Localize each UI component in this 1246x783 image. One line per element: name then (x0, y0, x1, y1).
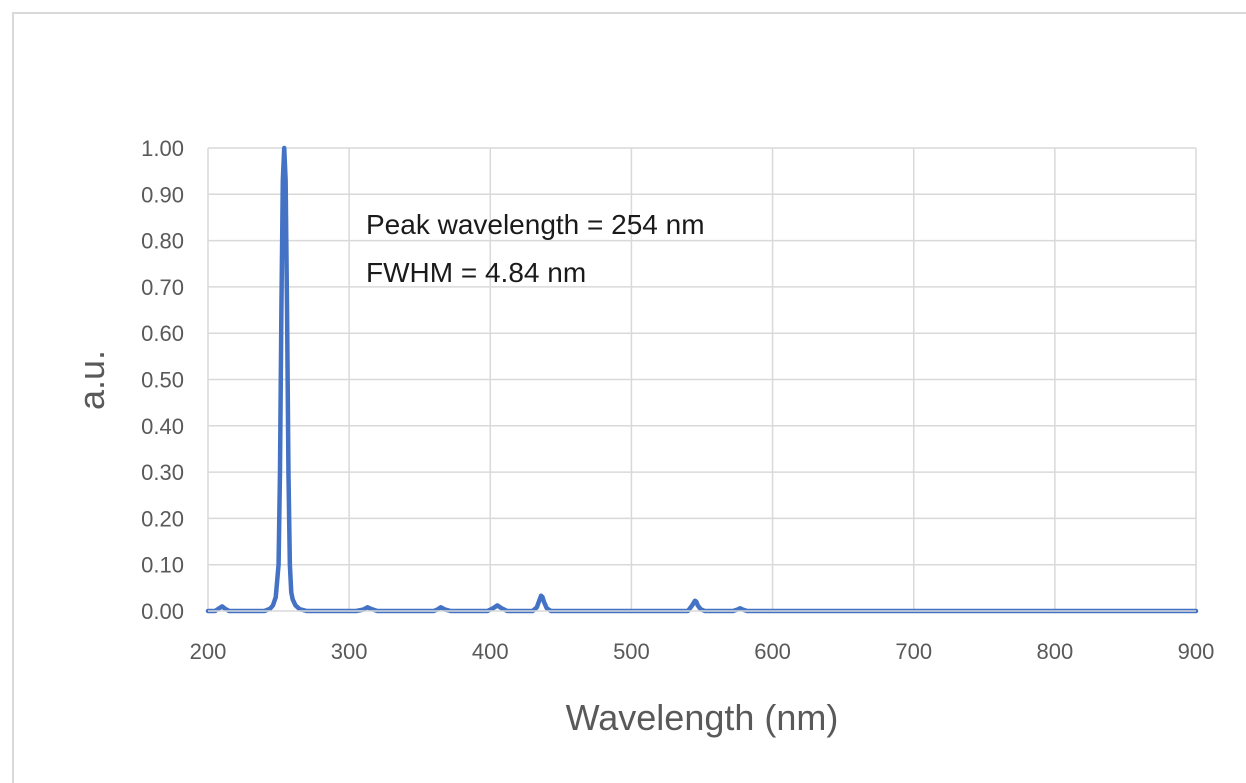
y-tick-label: 0.90 (141, 182, 184, 207)
x-tick-label: 200 (190, 639, 227, 664)
x-axis-title: Wavelength (nm) (566, 697, 839, 738)
y-axis-title: a.u. (71, 350, 112, 410)
y-tick-label: 0.60 (141, 321, 184, 346)
x-tick-label: 800 (1036, 639, 1073, 664)
y-tick-label: 1.00 (141, 136, 184, 161)
y-tick-label: 0.50 (141, 368, 184, 393)
y-tick-label: 0.40 (141, 414, 184, 439)
x-tick-label: 700 (895, 639, 932, 664)
x-tick-label: 600 (754, 639, 791, 664)
x-tick-label: 400 (472, 639, 509, 664)
x-tick-label: 500 (613, 639, 650, 664)
gridlines (207, 147, 1197, 611)
tick-labels: 0.00 0.10 0.20 0.30 0.40 0.50 0.60 0.70 0.80 0.90… (141, 136, 1214, 664)
y-tick-label: 0.10 (141, 553, 184, 578)
peak-wavelength-annotation: Peak wavelength = 254 nm (366, 209, 705, 240)
chart-area (12, 12, 1246, 783)
fwhm-annotation: FWHM = 4.84 nm (366, 257, 586, 288)
y-tick-label: 0.00 (141, 599, 184, 624)
spectrum-line (205, 145, 1199, 614)
y-tick-label: 0.30 (141, 460, 184, 485)
y-tick-label: 0.80 (141, 229, 184, 254)
x-tick-label: 900 (1178, 639, 1215, 664)
y-tick-label: 0.70 (141, 275, 184, 300)
x-tick-label: 300 (331, 639, 368, 664)
y-tick-label: 0.20 (141, 506, 184, 531)
